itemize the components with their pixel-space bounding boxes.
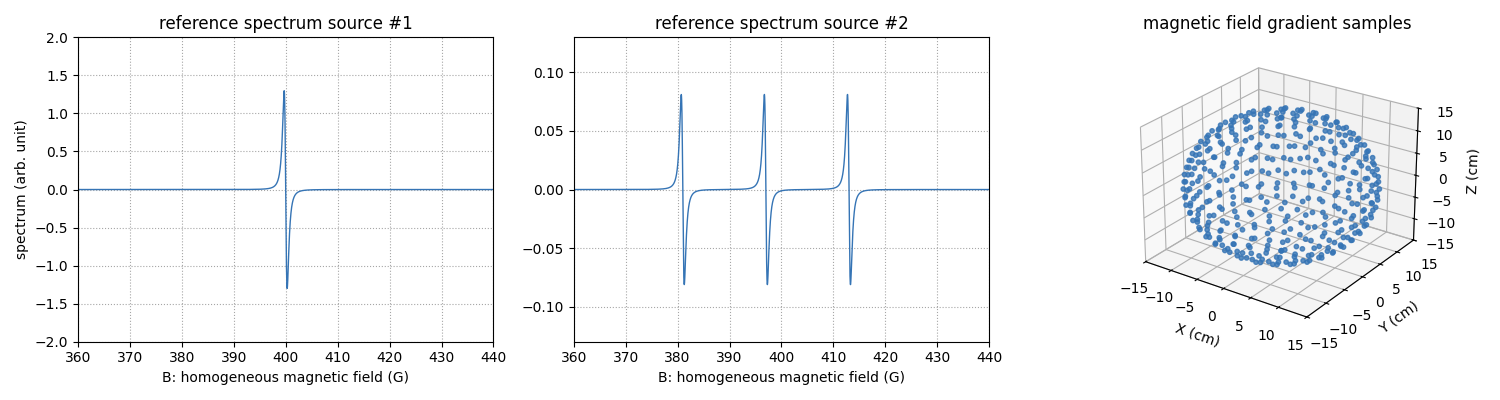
- Title: reference spectrum source #2: reference spectrum source #2: [654, 15, 909, 33]
- Title: magnetic field gradient samples: magnetic field gradient samples: [1143, 15, 1412, 33]
- X-axis label: B: homogeneous magnetic field (G): B: homogeneous magnetic field (G): [162, 371, 410, 385]
- Y-axis label: Y (cm): Y (cm): [1377, 299, 1420, 336]
- Title: reference spectrum source #1: reference spectrum source #1: [159, 15, 413, 33]
- X-axis label: B: homogeneous magnetic field (G): B: homogeneous magnetic field (G): [658, 371, 904, 385]
- X-axis label: X (cm): X (cm): [1173, 321, 1221, 350]
- Y-axis label: spectrum (arb. unit): spectrum (arb. unit): [15, 120, 28, 260]
